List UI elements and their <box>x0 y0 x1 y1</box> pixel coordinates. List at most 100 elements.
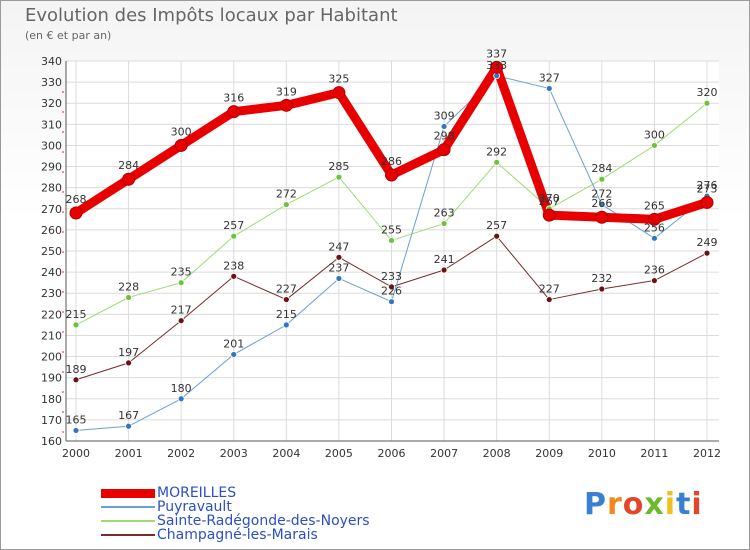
data-point <box>279 98 293 112</box>
y-tick-label: 160 <box>41 435 62 448</box>
data-label: 241 <box>434 253 455 266</box>
data-label: 249 <box>697 236 718 249</box>
data-point <box>700 195 714 209</box>
proxiti-logo: Proxiti <box>584 487 703 522</box>
data-point <box>388 237 395 244</box>
data-point <box>545 85 553 92</box>
data-label: 272 <box>591 188 612 201</box>
data-label: 247 <box>328 240 349 253</box>
data-label: 256 <box>644 221 665 234</box>
data-point <box>282 296 290 303</box>
data-label: 228 <box>118 280 139 293</box>
data-label: 201 <box>223 337 244 350</box>
logo-letter: i <box>664 487 677 522</box>
y-tick-label: 260 <box>41 224 62 237</box>
data-label: 266 <box>591 197 612 210</box>
y-tick-label: 220 <box>41 308 62 321</box>
x-tick-label: 2004 <box>272 447 300 460</box>
data-label: 285 <box>328 160 349 173</box>
y-tick-label: 290 <box>41 161 62 174</box>
data-label: 236 <box>644 264 665 277</box>
data-point <box>335 253 343 261</box>
data-point <box>542 208 556 222</box>
chart-subtitle: (en € et par an) <box>25 29 112 42</box>
y-tick-label: 210 <box>41 329 62 342</box>
y-tick-label: 310 <box>41 118 62 131</box>
data-point <box>493 232 501 240</box>
y-tick-label: 180 <box>41 393 62 406</box>
y-tick-label: 330 <box>41 76 62 89</box>
data-label: 300 <box>644 128 665 141</box>
x-tick-label: 2010 <box>588 447 616 460</box>
data-point <box>595 210 609 224</box>
data-point <box>177 395 185 403</box>
data-label: 165 <box>66 413 87 426</box>
data-label: 337 <box>486 47 507 60</box>
data-point <box>72 427 80 434</box>
y-tick-label: 170 <box>41 414 62 427</box>
logo-letter: i <box>691 487 703 522</box>
data-label: 226 <box>381 285 402 298</box>
data-label: 217 <box>171 304 192 317</box>
data-point <box>72 376 80 384</box>
x-tick-label: 2012 <box>693 447 721 460</box>
data-label: 215 <box>276 308 297 321</box>
legend-swatch-2 <box>101 520 155 522</box>
x-tick-label: 2009 <box>535 447 563 460</box>
data-label: 265 <box>644 199 665 212</box>
x-tick-label: 2003 <box>220 447 248 460</box>
legend-swatch-0 <box>101 488 155 498</box>
data-point <box>282 201 290 208</box>
legend-label: MOREILLES <box>157 485 237 501</box>
data-point <box>647 212 661 226</box>
data-point <box>125 294 132 301</box>
data-point <box>335 275 343 282</box>
logo-letter: t <box>676 487 692 522</box>
data-label: 255 <box>381 223 402 236</box>
data-label: 276 <box>697 179 718 192</box>
data-label: 325 <box>328 73 349 86</box>
data-label: 227 <box>276 283 297 296</box>
data-point <box>332 86 346 100</box>
data-point <box>440 220 448 227</box>
data-label: 272 <box>276 188 297 201</box>
data-label: 238 <box>223 259 244 272</box>
data-label: 232 <box>591 272 612 285</box>
data-point <box>230 232 238 240</box>
data-label: 189 <box>66 363 87 376</box>
data-label: 263 <box>434 207 455 220</box>
data-point <box>388 298 395 306</box>
logo-letter: P <box>584 487 607 522</box>
y-tick-label: 190 <box>41 372 62 385</box>
data-label: 284 <box>591 162 612 175</box>
data-point <box>125 359 132 367</box>
logo-letter: o <box>622 487 645 522</box>
data-label: 235 <box>171 266 192 279</box>
data-label: 333 <box>486 59 507 72</box>
logo-letter: r <box>607 487 623 522</box>
data-label: 284 <box>118 159 139 172</box>
x-tick-label: 2006 <box>378 447 406 460</box>
x-tick-label: 2011 <box>640 447 668 460</box>
data-point <box>490 60 504 74</box>
data-point <box>69 206 83 220</box>
data-point <box>230 351 238 358</box>
y-tick-label: 280 <box>41 182 62 195</box>
y-tick-label: 340 <box>41 55 62 68</box>
legend-label: Puyravault <box>157 499 232 515</box>
legend-swatch-3 <box>101 534 155 536</box>
x-tick-label: 2000 <box>62 447 90 460</box>
data-label: 257 <box>486 219 507 232</box>
data-point <box>651 277 658 284</box>
y-tick-label: 240 <box>41 266 62 279</box>
y-tick-label: 250 <box>41 245 62 258</box>
data-label: 320 <box>697 86 718 99</box>
data-point <box>388 283 395 291</box>
x-tick-label: 2005 <box>325 447 353 460</box>
y-tick-label: 300 <box>41 139 62 152</box>
data-label: 267 <box>539 195 560 208</box>
data-point <box>437 143 451 157</box>
data-label: 300 <box>171 125 192 138</box>
